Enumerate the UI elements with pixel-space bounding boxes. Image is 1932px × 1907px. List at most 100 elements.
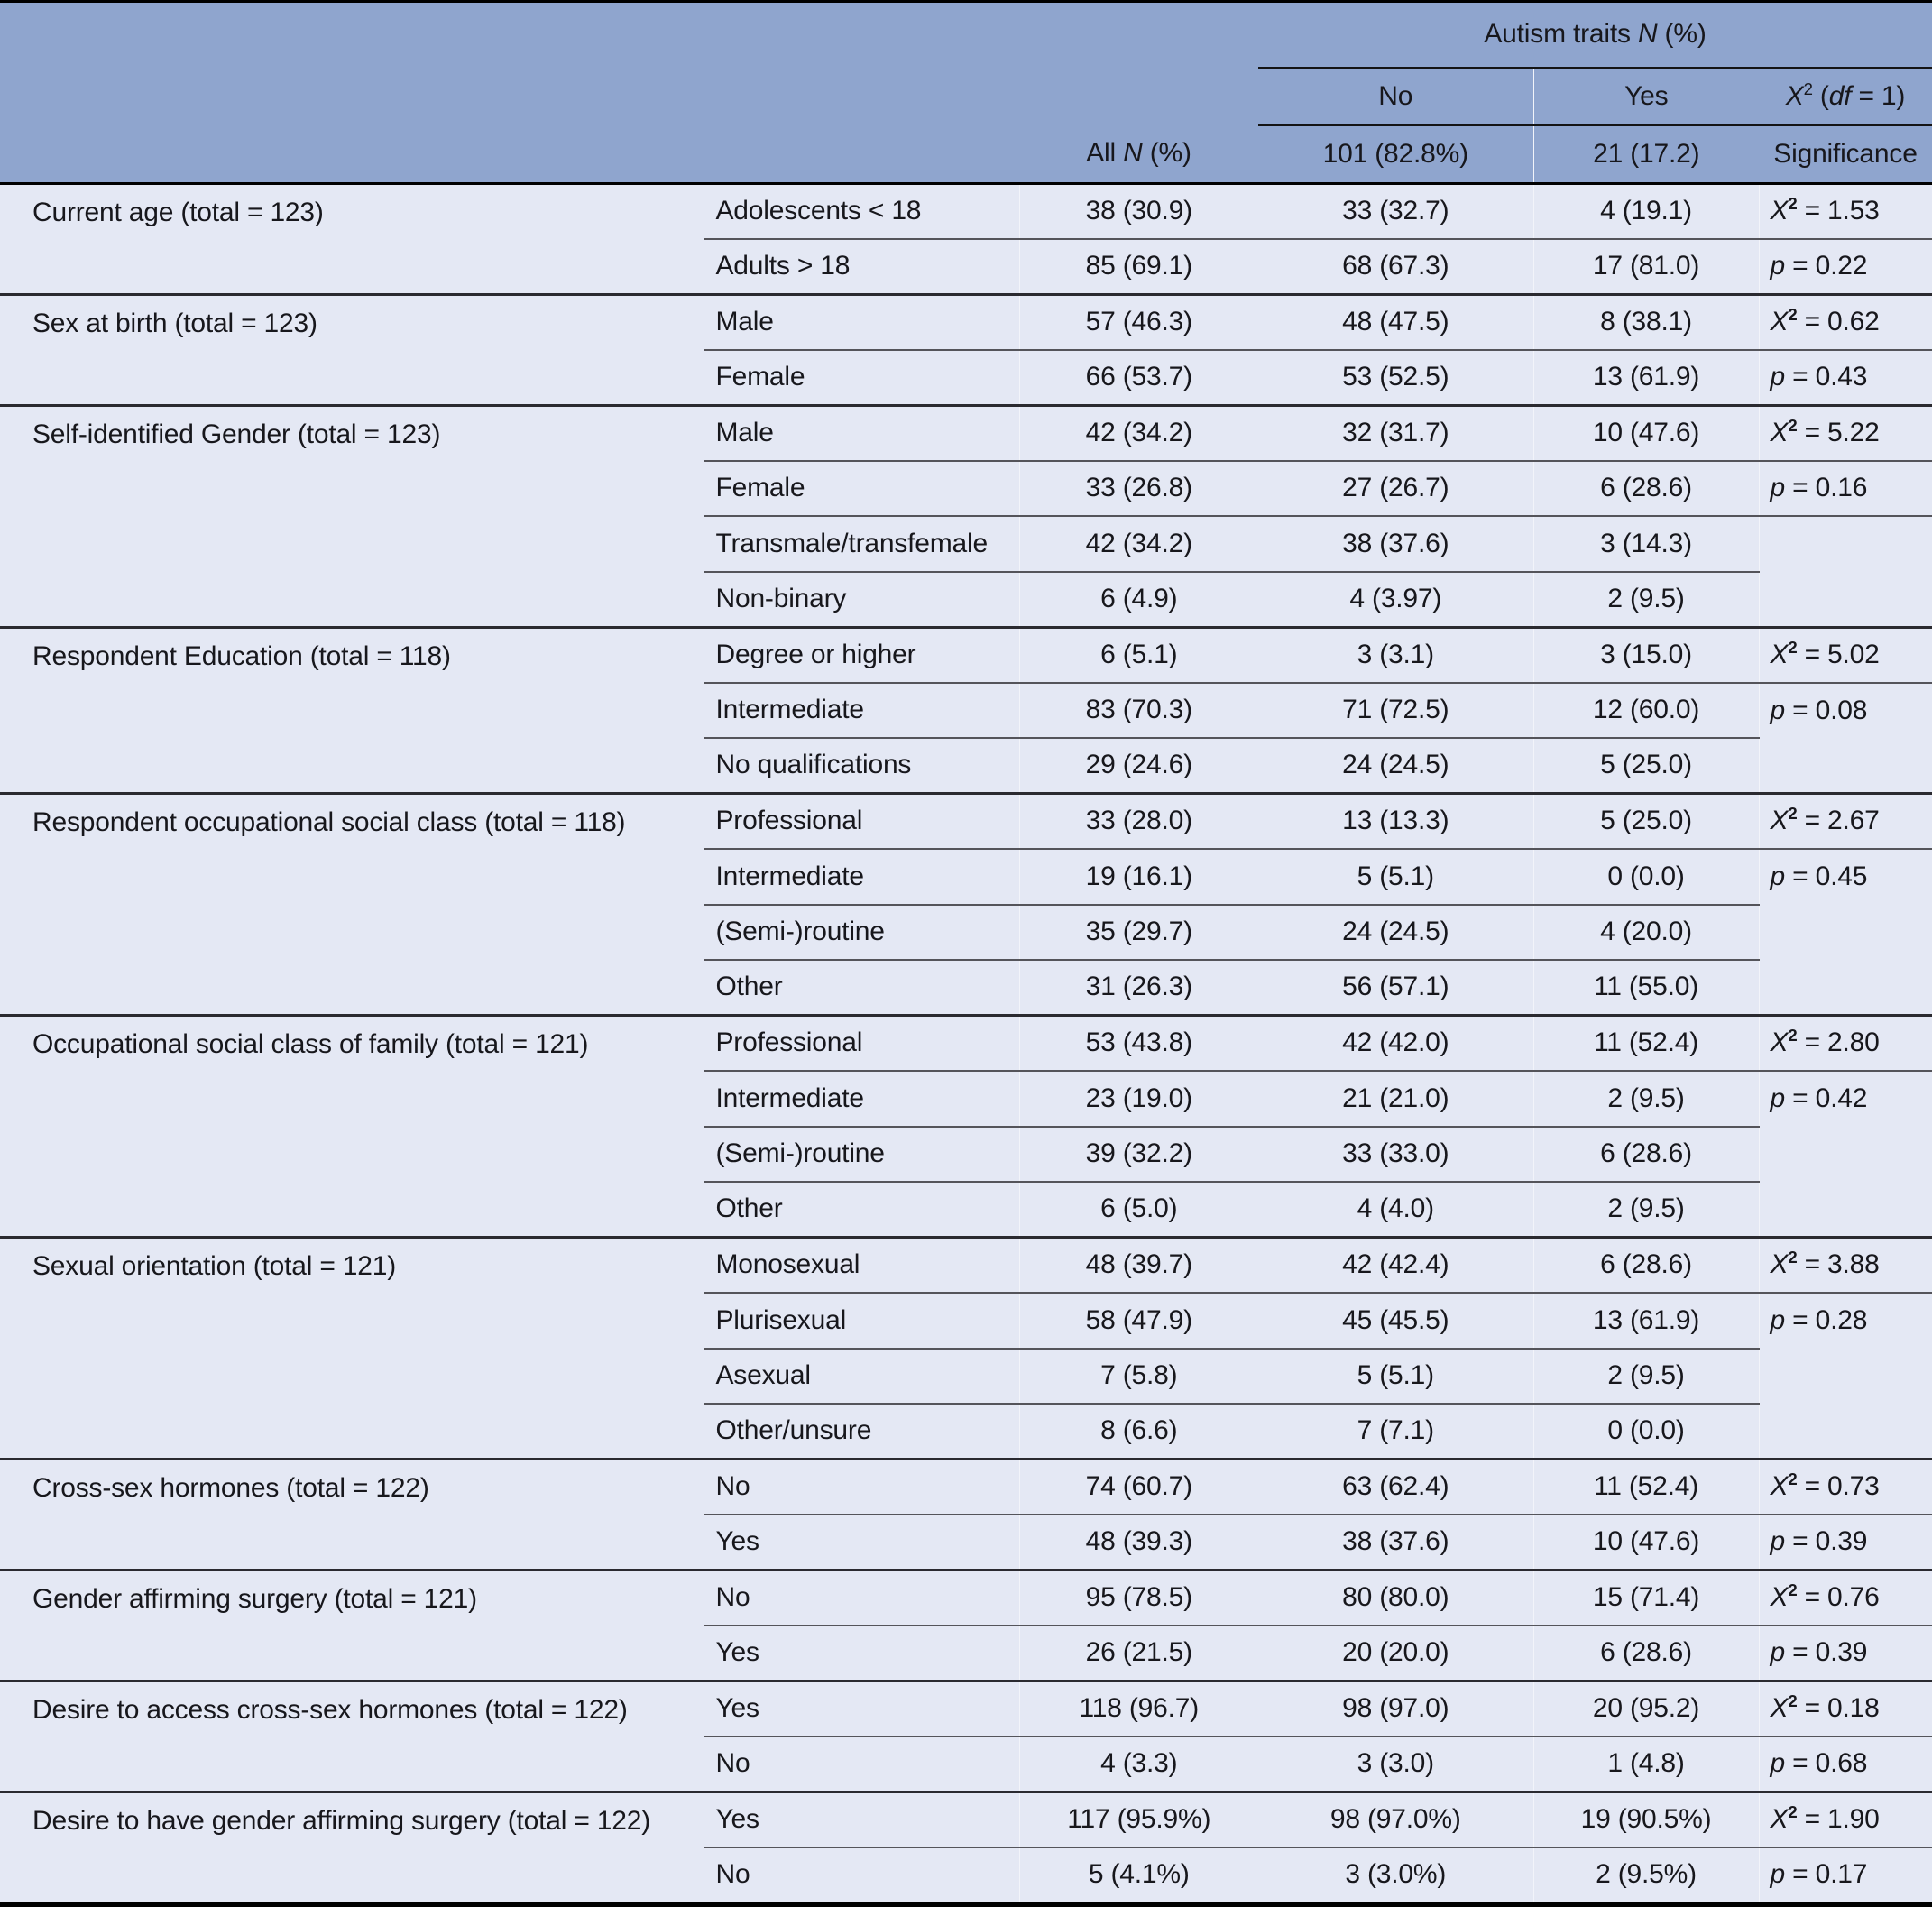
row-label: Intermediate [704, 682, 1020, 739]
cell-significance: p = 0.17 [1759, 1847, 1932, 1902]
category-label: Desire to have gender affirming surgery … [0, 1792, 704, 1902]
row-label: Female [704, 460, 1020, 517]
table-row: Non-binary 6 (4.9) 4 (3.97) 2 (9.5) [0, 571, 1932, 629]
row-label: Yes [704, 1681, 1020, 1737]
table-row: (Semi-)routine 39 (32.2) 33 (33.0) 6 (28.6) [0, 1126, 1932, 1183]
cell-yes: 8 (38.1) [1533, 294, 1760, 351]
table-row: Self-identified Gender (total = 123) Male… [0, 405, 1932, 629]
cell-yes: 19 (90.5%) [1533, 1792, 1760, 1848]
cell-yes: 11 (52.4) [1533, 1015, 1760, 1072]
header-spacer-category [0, 125, 704, 185]
row-label: Yes [704, 1792, 1020, 1848]
cell-no: 42 (42.0) [1258, 1015, 1534, 1072]
cell-significance: X2 = 0.18 [1759, 1681, 1932, 1737]
cell-significance: X2 = 2.67 [1759, 793, 1932, 850]
cell-no: 53 (52.5) [1258, 349, 1534, 407]
table-row: Intermediate 83 (70.3) 71 (72.5) 12 (60.0) p… [0, 682, 1932, 739]
row-label: Intermediate [704, 849, 1020, 906]
cell-significance: p = 0.42 [1759, 1071, 1932, 1127]
row-label: Male [704, 405, 1020, 462]
cell-all-n: 39 (32.2) [1019, 1126, 1258, 1183]
cell-all-n: 83 (70.3) [1019, 682, 1258, 739]
category-label: Current age (total = 123) [0, 183, 704, 296]
category-label: Respondent occupational social class (to… [0, 793, 704, 1017]
category-label: Sex at birth (total = 123) [0, 294, 704, 407]
header-spacer-sublabel [704, 68, 1019, 125]
cell-significance: X2 = 0.73 [1759, 1459, 1932, 1515]
row-label: Female [704, 349, 1020, 407]
row-label: Intermediate [704, 1071, 1020, 1128]
table-row: No 4 (3.3) 3 (3.0) 1 (4.8) p = 0.68 [0, 1737, 1932, 1793]
cell-no: 3 (3.0) [1258, 1737, 1534, 1793]
cell-no: 21 (21.0) [1258, 1071, 1534, 1128]
cell-all-n: 38 (30.9) [1019, 183, 1258, 240]
row-label: Yes [704, 1515, 1020, 1571]
cell-yes: 6 (28.6) [1533, 1237, 1760, 1294]
header-spacer-sublabel [704, 3, 1019, 68]
cell-yes: 2 (9.5) [1533, 571, 1760, 629]
cell-yes: 20 (95.2) [1533, 1681, 1760, 1737]
cell-no: 42 (42.4) [1258, 1237, 1534, 1294]
category-label: Cross-sex hormones (total = 122) [0, 1459, 704, 1571]
cell-all-n: 23 (19.0) [1019, 1071, 1258, 1128]
row-label: Other [704, 960, 1020, 1017]
cell-significance [1759, 571, 1932, 629]
cell-yes: 6 (28.6) [1533, 460, 1760, 517]
cell-yes: 11 (55.0) [1533, 960, 1760, 1017]
cell-yes: 3 (14.3) [1533, 516, 1760, 573]
table-row: Other 31 (26.3) 56 (57.1) 11 (55.0) [0, 960, 1932, 1017]
table-row: Asexual 7 (5.8) 5 (5.1) 2 (9.5) [0, 1348, 1932, 1405]
cell-all-n: 42 (34.2) [1019, 516, 1258, 573]
category-label: Gender affirming surgery (total = 121) [0, 1570, 704, 1682]
header-spacer-category [0, 68, 704, 125]
cell-no: 80 (80.0) [1258, 1570, 1534, 1626]
column-subheader-no-count: 101 (82.8%) [1258, 125, 1534, 185]
cell-significance [1759, 1348, 1932, 1404]
cell-no: 56 (57.1) [1258, 960, 1534, 1017]
cell-significance [1759, 960, 1932, 1017]
cell-significance: p = 0.68 [1759, 1737, 1932, 1793]
cell-no: 4 (4.0) [1258, 1182, 1534, 1239]
column-header-all-n: All N (%) [1019, 125, 1258, 185]
cell-all-n: 57 (46.3) [1019, 294, 1258, 351]
cell-all-n: 6 (5.0) [1019, 1182, 1258, 1239]
cell-significance: p = 0.28 [1759, 1293, 1932, 1349]
cell-no: 7 (7.1) [1258, 1404, 1534, 1460]
row-label: Other [704, 1182, 1020, 1239]
cell-yes: 11 (52.4) [1533, 1459, 1760, 1515]
table-body: Current age (total = 123) Adolescents < 1… [0, 183, 1932, 1902]
cell-all-n: 6 (5.1) [1019, 627, 1258, 684]
cell-significance [1759, 904, 1932, 960]
row-label: Degree or higher [704, 627, 1020, 684]
cell-no: 38 (37.6) [1258, 1515, 1534, 1571]
column-subheader-yes-count: 21 (17.2) [1533, 125, 1759, 185]
cell-yes: 2 (9.5) [1533, 1182, 1760, 1239]
cell-no: 20 (20.0) [1258, 1626, 1534, 1682]
table-row: Adults > 18 85 (69.1) 68 (67.3) 17 (81.0) p … [0, 238, 1932, 296]
cell-no: 45 (45.5) [1258, 1293, 1534, 1350]
table-row: Yes 26 (21.5) 20 (20.0) 6 (28.6) p = 0.39 [0, 1626, 1932, 1682]
cell-all-n: 31 (26.3) [1019, 960, 1258, 1017]
table-row: (Semi-)routine 35 (29.7) 24 (24.5) 4 (20.0) [0, 904, 1932, 961]
header-spacer-all [1019, 68, 1258, 125]
category-label: Self-identified Gender (total = 123) [0, 405, 704, 629]
cell-significance [1759, 1404, 1932, 1460]
category-label: Occupational social class of family (tot… [0, 1015, 704, 1239]
table-row: Transmale/transfemale 42 (34.2) 38 (37.6) 3… [0, 516, 1932, 573]
row-label: Non-binary [704, 571, 1020, 629]
cell-all-n: 33 (28.0) [1019, 793, 1258, 850]
cell-no: 71 (72.5) [1258, 682, 1534, 739]
cell-all-n: 42 (34.2) [1019, 405, 1258, 462]
table-row: No qualifications 29 (24.6) 24 (24.5) 5 (25… [0, 738, 1932, 795]
column-group-autism-traits: Autism traits N (%) [1258, 3, 1932, 69]
table-row: Respondent occupational social class (to… [0, 793, 1932, 1017]
cell-yes: 3 (15.0) [1533, 627, 1760, 684]
table-row: Current age (total = 123) Adolescents < 1… [0, 183, 1932, 296]
cell-yes: 1 (4.8) [1533, 1737, 1760, 1793]
cell-yes: 4 (20.0) [1533, 904, 1760, 961]
cell-yes: 2 (9.5%) [1533, 1847, 1760, 1902]
table-row: Occupational social class of family (tot… [0, 1015, 1932, 1239]
table-row: Other/unsure 8 (6.6) 7 (7.1) 0 (0.0) [0, 1404, 1932, 1460]
column-header-chi-square: X2 (df = 1) [1759, 68, 1932, 126]
cell-all-n: 58 (47.9) [1019, 1293, 1258, 1350]
